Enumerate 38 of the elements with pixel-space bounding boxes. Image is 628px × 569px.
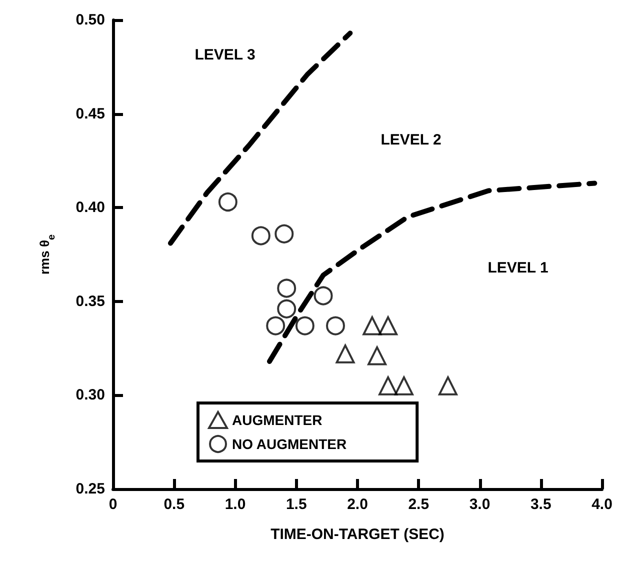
x-tick-label: 1.5: [286, 496, 307, 513]
x-tick-label: 0: [108, 496, 118, 513]
legend-label: AUGMENTER: [232, 412, 322, 428]
x-tick-label: 2.0: [347, 496, 368, 513]
point: [314, 286, 333, 306]
x-tick-label: 3.0: [469, 496, 490, 513]
point: [368, 346, 387, 366]
point: [218, 192, 238, 212]
y-tick-label: 0.40: [76, 199, 105, 216]
y-tick-label: 0.35: [76, 292, 105, 310]
point: [378, 316, 398, 336]
x-tick-label: 3.5: [530, 496, 552, 513]
point: [266, 316, 286, 336]
annotation: LEVEL 2: [380, 132, 442, 148]
point: [274, 224, 294, 244]
y-tick-label: 0.25: [76, 480, 105, 498]
legend-label: NO AUGMENTER: [232, 436, 347, 452]
x-tick-label: 0.5: [164, 496, 185, 513]
point: [326, 316, 345, 336]
y-tick-label: 0.30: [76, 386, 105, 404]
point: [251, 226, 270, 246]
point: [277, 278, 296, 298]
point: [394, 376, 414, 396]
y-tick-label: 0.45: [76, 105, 105, 122]
y-tick-label: 0.50: [76, 12, 105, 28]
point: [378, 376, 398, 396]
point: [438, 376, 458, 396]
point: [277, 299, 296, 318]
annotation: LEVEL 3: [194, 46, 256, 64]
annotation: LEVEL 1: [488, 260, 548, 276]
y-axis-title: rms θe: [37, 234, 58, 275]
x-tick-label: 4.0: [592, 496, 612, 513]
point: [362, 316, 382, 336]
x-tick-label: 2.5: [408, 496, 430, 513]
point: [336, 344, 355, 364]
x-axis-title: TIME-ON-TARGET (SEC): [270, 526, 444, 543]
point: [295, 316, 314, 336]
x-tick-label: 1.0: [224, 496, 246, 513]
